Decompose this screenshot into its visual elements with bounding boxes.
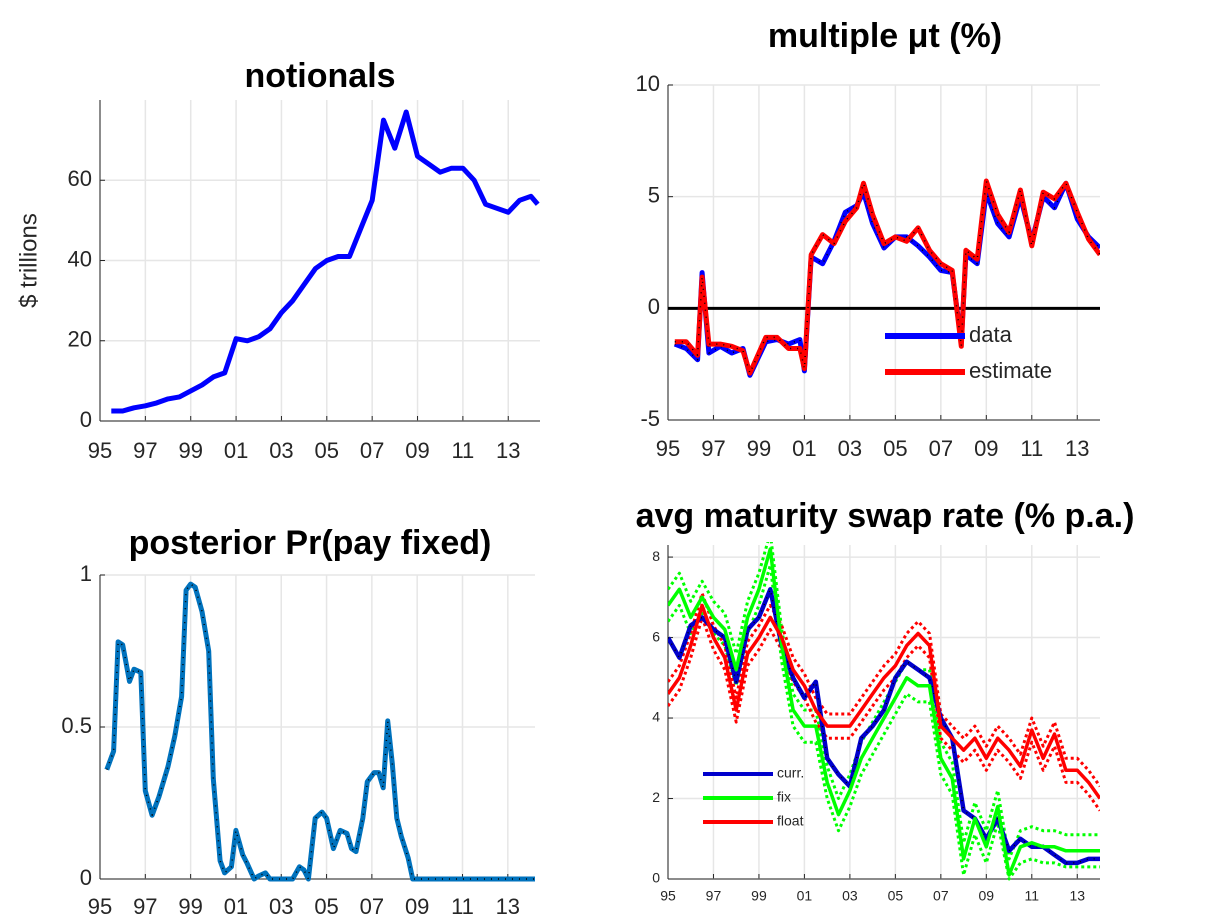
x-tick-label: 13 <box>1065 436 1089 461</box>
x-tick-label: 01 <box>792 436 816 461</box>
y-tick-label: 40 <box>68 246 92 271</box>
plot-area <box>111 109 540 414</box>
x-tick-label: 97 <box>133 894 157 919</box>
y-tick-label: 6 <box>652 628 660 644</box>
chart: posterior Pr(pay fixed)95 97 99 01 03 05 07 09 1… <box>61 524 535 919</box>
x-tick-label: 11 <box>1020 436 1043 461</box>
y-tick-label: 4 <box>652 709 660 725</box>
series-line <box>668 603 1100 800</box>
series-markers <box>668 588 1100 864</box>
series-line <box>111 109 540 414</box>
band-line <box>668 542 1100 861</box>
x-tick-label: 07 <box>929 436 953 461</box>
y-tick-label: 1 <box>80 561 92 586</box>
legend-label: fix <box>777 789 791 805</box>
x-tick-label: 05 <box>888 888 904 904</box>
x-tick-label: 99 <box>751 888 767 904</box>
x-tick-label: 03 <box>269 894 293 919</box>
y-tick-label: 0 <box>648 294 660 319</box>
x-tick-label: 05 <box>314 894 338 919</box>
y-tick-label: 10 <box>636 71 660 96</box>
y-tick-label: 2 <box>652 789 660 805</box>
chart-title: notionals <box>244 57 395 95</box>
x-tick-label: 99 <box>747 436 771 461</box>
x-tick-label: 95 <box>656 436 680 461</box>
x-tick-label: 99 <box>178 438 202 463</box>
x-tick-label: 03 <box>842 888 858 904</box>
chart: notionals $ trillions 95 97 99 01 03 05 07 09 11 13… <box>15 57 540 463</box>
y-tick-label: 60 <box>68 166 92 191</box>
plot-area <box>104 581 535 882</box>
series-line <box>674 178 1100 376</box>
x-tick-label: 13 <box>1069 888 1085 904</box>
x-tick-label: 95 <box>88 438 112 463</box>
x-tick-label: 97 <box>133 438 157 463</box>
x-tick-label: 01 <box>797 888 813 904</box>
x-tick-label: 97 <box>701 436 725 461</box>
y-tick-label: 5 <box>648 182 660 207</box>
y-axis-label: $ trillions <box>15 213 42 308</box>
x-tick-label: 09 <box>979 888 995 904</box>
x-tick-label: 03 <box>269 438 293 463</box>
x-tick-label: 11 <box>451 438 474 463</box>
y-tick-label: -5 <box>640 406 660 431</box>
x-tick-label: 13 <box>496 438 520 463</box>
x-tick-label: 07 <box>360 894 384 919</box>
x-tick-label: 05 <box>315 438 339 463</box>
y-tick-label: 0.5 <box>61 713 92 738</box>
y-tick-label: 8 <box>652 548 660 564</box>
x-tick-label: 09 <box>974 436 998 461</box>
x-tick-label: 07 <box>933 888 949 904</box>
legend-label: estimate <box>969 358 1052 383</box>
band-line <box>668 615 1100 812</box>
chart: multiple μt (%)95 97 99 01 03 05 07 09 11 13-5051… <box>636 17 1100 461</box>
x-tick-label: 11 <box>1025 888 1040 904</box>
y-tick-label: 0 <box>652 870 660 886</box>
series-line <box>668 547 1100 877</box>
legend-label: curr. <box>777 765 804 781</box>
x-tick-label: 95 <box>660 888 676 904</box>
series-markers <box>106 583 535 880</box>
x-tick-label: 11 <box>451 894 474 919</box>
x-tick-label: 95 <box>88 894 112 919</box>
chart-title: multiple μt (%) <box>768 17 1002 55</box>
plot-area <box>668 542 1100 881</box>
x-tick-label: 03 <box>838 436 862 461</box>
y-tick-label: 20 <box>68 327 92 352</box>
x-tick-label: 01 <box>224 894 248 919</box>
band-line <box>668 563 1100 881</box>
x-tick-label: 09 <box>405 438 429 463</box>
x-tick-label: 97 <box>706 888 722 904</box>
x-tick-label: 99 <box>178 894 202 919</box>
chart-title: posterior Pr(pay fixed) <box>129 524 492 562</box>
legend-label: data <box>969 322 1013 347</box>
series-line <box>104 581 535 882</box>
band-line <box>668 591 1100 788</box>
chart: avg maturity swap rate (% p.a.) 95 97 99 01 0… <box>636 497 1135 904</box>
plot-area <box>673 178 1100 378</box>
x-tick-label: 05 <box>883 436 907 461</box>
legend-label: float <box>777 813 804 829</box>
y-tick-label: 0 <box>80 407 92 432</box>
x-tick-label: 01 <box>224 438 248 463</box>
series-markers <box>674 180 1100 374</box>
x-tick-label: 07 <box>360 438 384 463</box>
x-tick-label: 13 <box>496 894 520 919</box>
x-tick-label: 09 <box>405 894 429 919</box>
chart-title: avg maturity swap rate (% p.a.) <box>636 497 1135 535</box>
y-tick-label: 0 <box>80 865 92 890</box>
